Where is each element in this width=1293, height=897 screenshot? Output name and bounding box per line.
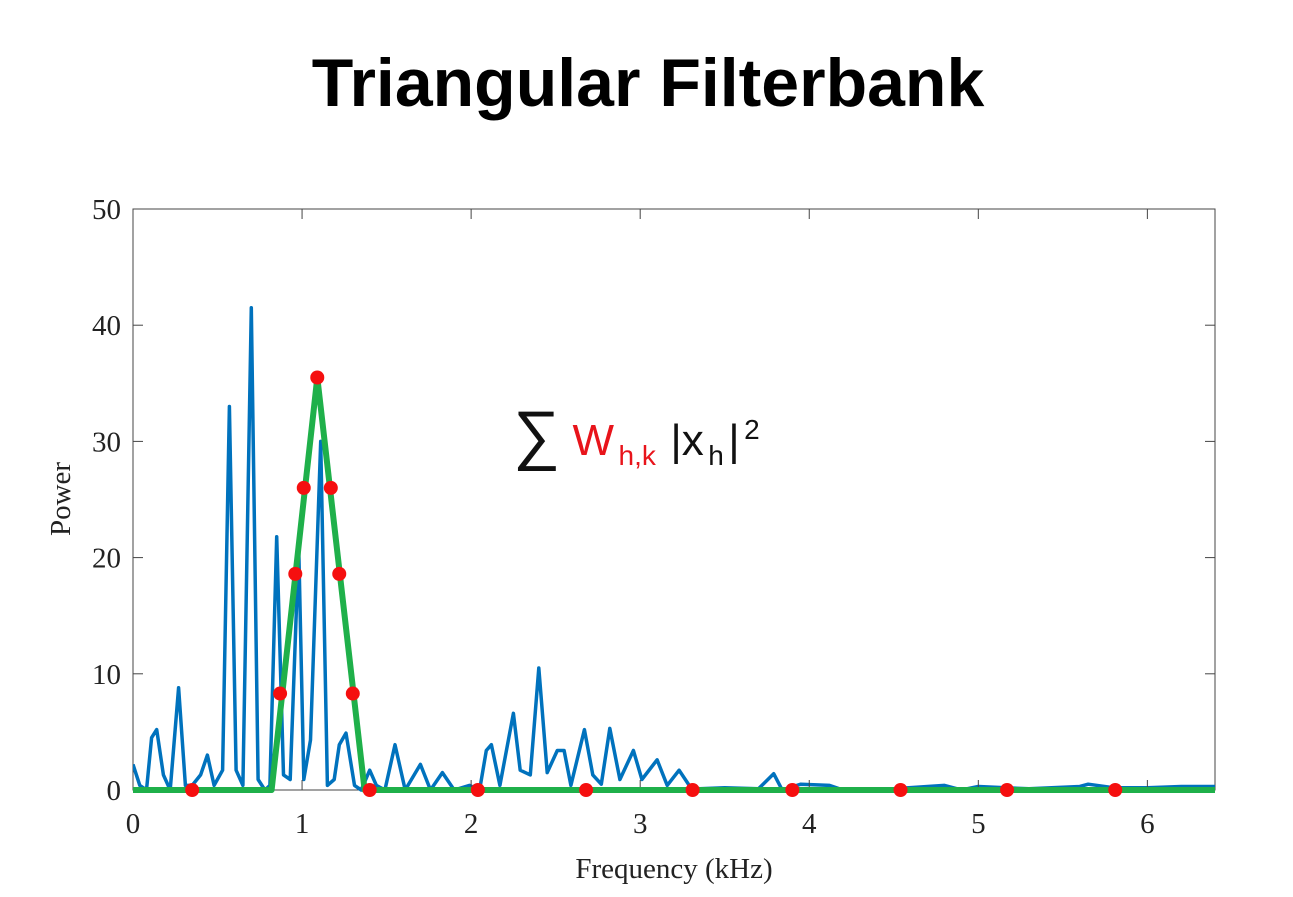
x-tick-label: 3 xyxy=(633,808,648,840)
data-point xyxy=(579,783,594,797)
data-point xyxy=(273,686,288,701)
data-point xyxy=(362,783,377,797)
y-tick-label: 10 xyxy=(92,659,121,691)
data-point xyxy=(785,783,800,797)
data-point xyxy=(310,370,325,385)
formula-weight: W xyxy=(573,416,615,465)
y-tick-label: 30 xyxy=(92,426,121,458)
y-tick-label: 20 xyxy=(92,543,121,575)
x-tick-label: 4 xyxy=(802,808,817,840)
formula-exponent: 2 xyxy=(744,414,760,445)
y-tick-label: 0 xyxy=(107,775,122,807)
chart-title: Triangular Filterbank xyxy=(312,45,985,121)
plot-frame xyxy=(132,208,1216,791)
y-axis-label: Power xyxy=(45,462,77,536)
data-point xyxy=(288,566,303,581)
y-tick-label: 50 xyxy=(92,194,121,226)
x-tick-label: 5 xyxy=(971,808,986,840)
formula-symbol: ∑ xyxy=(513,397,560,471)
x-axis-label: Frequency (kHz) xyxy=(575,853,772,885)
x-tick-label: 0 xyxy=(126,808,141,840)
formula-term-close: | xyxy=(728,416,739,465)
x-tick-label: 6 xyxy=(1140,808,1155,840)
formula-term-subscript: h xyxy=(708,440,724,471)
data-point xyxy=(185,783,200,797)
data-point xyxy=(332,566,347,581)
formula-term: |x xyxy=(670,416,703,465)
data-point xyxy=(893,783,908,797)
data-point xyxy=(1108,783,1123,797)
data-point xyxy=(323,480,338,495)
data-point xyxy=(296,480,311,495)
x-tick-label: 1 xyxy=(295,808,310,840)
y-tick-label: 40 xyxy=(92,310,121,342)
data-point xyxy=(1000,783,1015,797)
x-tick-label: 2 xyxy=(464,808,479,840)
formula-annotation: ∑ W h,k |x h | 2 xyxy=(513,397,760,471)
data-point xyxy=(685,783,700,797)
data-point xyxy=(345,686,360,701)
formula-weight-subscript: h,k xyxy=(619,440,657,471)
data-point xyxy=(470,783,485,797)
